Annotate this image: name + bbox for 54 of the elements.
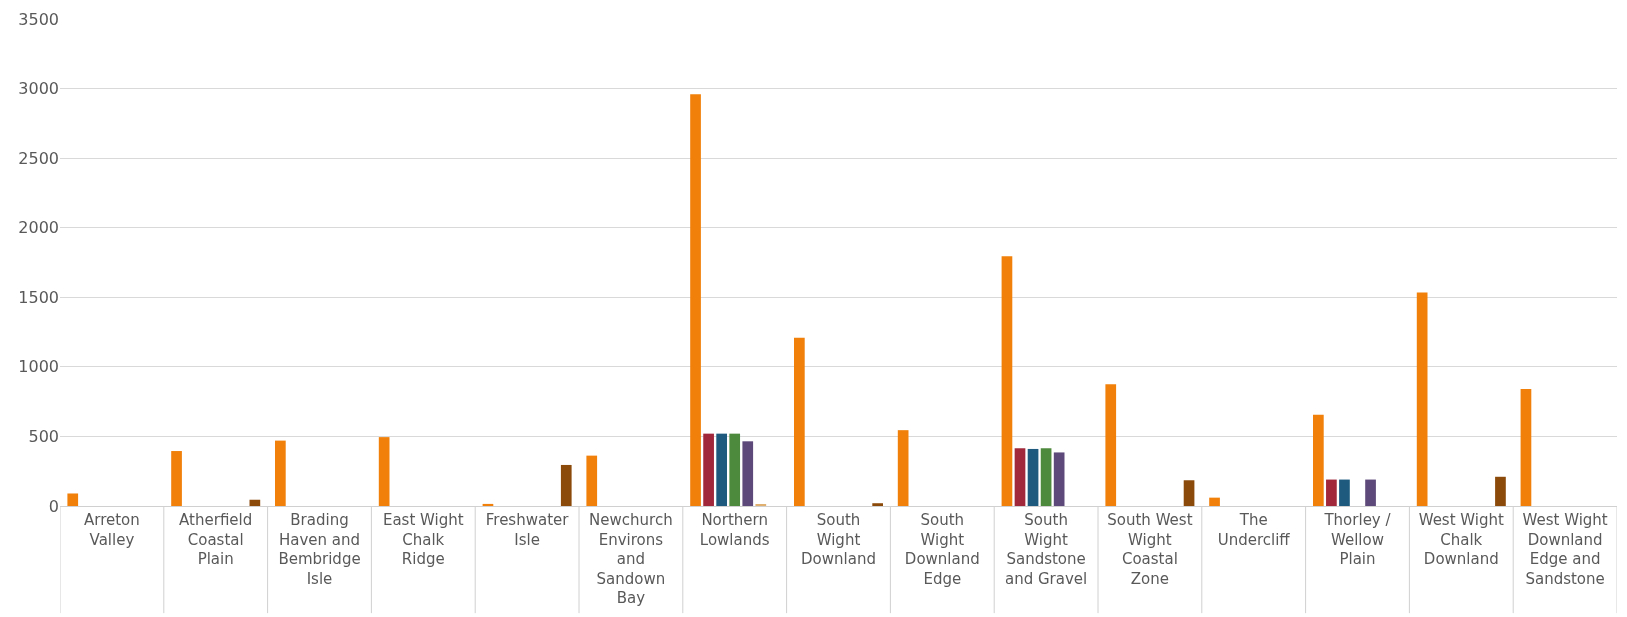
- x-tick-label: Freshwater Isle: [485, 511, 570, 549]
- bar: [275, 440, 286, 506]
- bar: [1365, 479, 1376, 506]
- bar: [586, 455, 598, 506]
- y-tick-label: 3000: [18, 79, 59, 99]
- bar: [703, 433, 714, 506]
- bar: [897, 430, 909, 506]
- bar: [378, 437, 390, 506]
- bar: [1014, 448, 1026, 506]
- x-tick-label: Northern Lowlands: [699, 511, 770, 549]
- x-tick-label: South Wight Downland Edge: [904, 511, 980, 588]
- y-tick-label: 2000: [18, 218, 59, 238]
- x-tick-label: Brading Haven and Bembridge Isle: [278, 511, 361, 588]
- bar: [742, 441, 754, 506]
- x-tick-label: Atherfield Coastal Plain: [179, 511, 253, 568]
- y-tick-label: 3500: [18, 9, 59, 29]
- bar: [872, 503, 883, 506]
- bar: [1326, 479, 1337, 506]
- bar: [171, 451, 182, 506]
- bar: [1495, 476, 1506, 506]
- bar: [1520, 389, 1532, 506]
- y-tick-label: 1500: [18, 287, 59, 307]
- x-tick-label: South Wight Sandstone and Gravel: [1004, 511, 1088, 588]
- y-tick-label: 500: [28, 427, 59, 447]
- bar: [794, 337, 805, 506]
- y-tick-label: 2500: [18, 148, 59, 168]
- bar: [560, 464, 572, 506]
- bar: [1416, 292, 1428, 506]
- bar: [729, 433, 741, 506]
- bar: [1313, 414, 1324, 506]
- bar: [482, 503, 494, 506]
- bar: [1209, 497, 1220, 506]
- bar: [249, 499, 261, 506]
- x-tick-label: Newchurch Environs and Sandown Bay: [589, 511, 673, 607]
- x-tick-label: East Wight Chalk Ridge: [382, 511, 464, 568]
- bar: [1001, 256, 1013, 506]
- x-tick-label: The Undercliff: [1217, 511, 1291, 549]
- bar: [1027, 448, 1039, 506]
- bar: [690, 94, 701, 506]
- x-tick-label: South Wight Downland: [801, 511, 876, 568]
- x-tick-label: Arreton Valley: [84, 511, 140, 549]
- x-tick-label: West Wight Downland Edge and Sandstone: [1522, 511, 1608, 588]
- bar: [1053, 452, 1065, 506]
- x-tick-label: West Wight Chalk Downland: [1418, 511, 1505, 568]
- y-tick-label: 1000: [18, 357, 59, 377]
- bar: [1040, 448, 1052, 506]
- bar: [1183, 480, 1195, 506]
- bar: [1339, 479, 1350, 506]
- bar: [716, 433, 727, 506]
- bar: [1105, 384, 1117, 506]
- x-tick-label: Thorley / Wellow Plain: [1323, 511, 1392, 568]
- x-tick-label: South West Wight Coastal Zone: [1107, 511, 1193, 588]
- y-tick-label: 0: [48, 496, 59, 516]
- bar: [67, 493, 79, 506]
